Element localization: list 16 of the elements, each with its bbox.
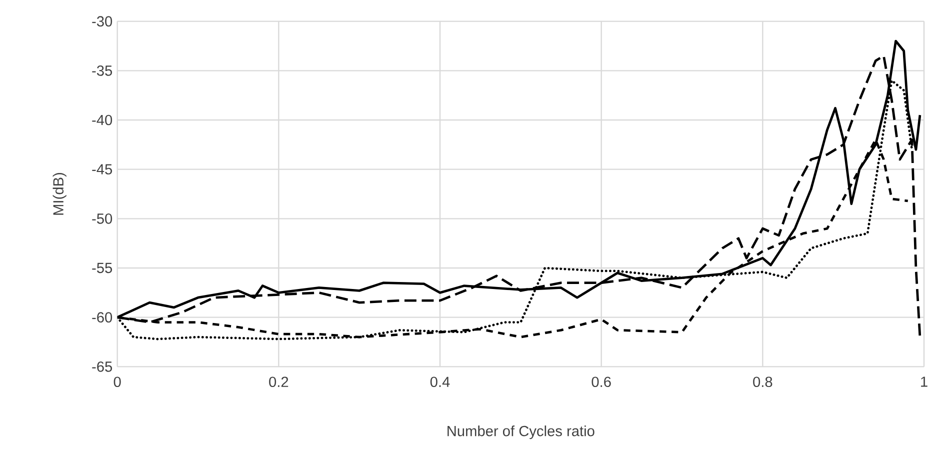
- y-tick-label: -60: [92, 312, 112, 323]
- y-tick-label: -35: [92, 66, 112, 76]
- y-tick-label: -40: [92, 114, 112, 126]
- x-tick-label: 0: [114, 376, 121, 388]
- x-tick-label: 0.2: [269, 376, 288, 388]
- x-tick-label: 0.8: [753, 376, 772, 388]
- y-tick-label: -45: [92, 164, 112, 174]
- x-tick-label: 0.6: [592, 376, 611, 388]
- x-tick-label: 0.4: [430, 376, 450, 388]
- y-tick-label: -30: [92, 16, 112, 27]
- x-axis-title: Number of Cycles ratio: [448, 426, 594, 440]
- y-tick-label: -65: [92, 362, 112, 372]
- x-tick-label: 1: [921, 376, 928, 387]
- y-tick-label: -50: [92, 214, 112, 224]
- y-tick-label: -55: [92, 262, 112, 274]
- y-axis-title: MI(dB): [52, 172, 66, 215]
